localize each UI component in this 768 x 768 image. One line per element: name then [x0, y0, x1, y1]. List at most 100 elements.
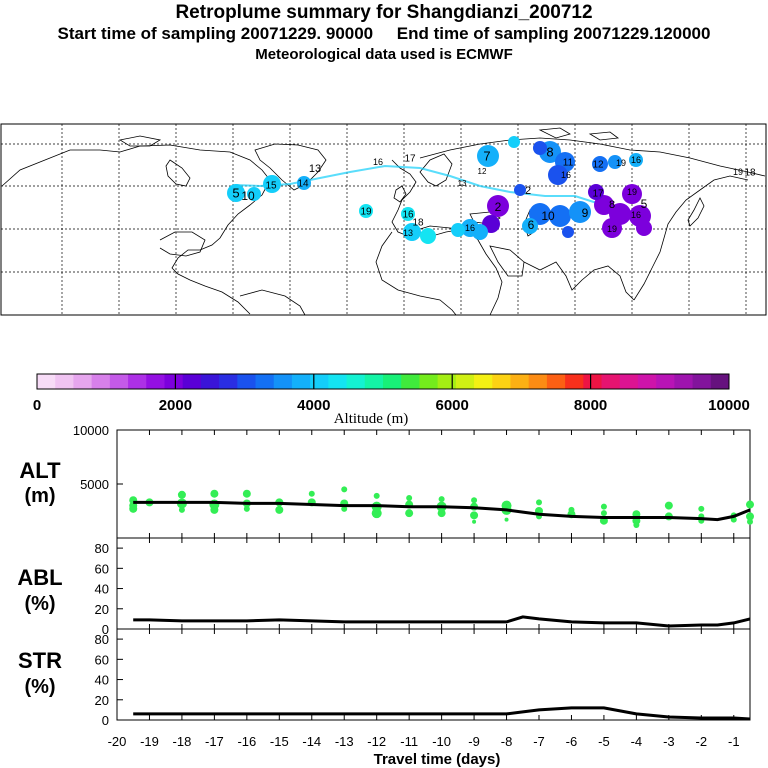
japan — [687, 197, 705, 227]
x-tick-label: -5 — [598, 734, 610, 749]
plume-trace-line — [234, 164, 616, 211]
colorbar-swatch — [383, 374, 402, 389]
plume-blob — [477, 145, 499, 167]
abl-y-tick-label: 20 — [95, 602, 109, 617]
alt-plume-dot — [341, 486, 348, 493]
chart-title: Retroplume summary for Shangdianzi_20071… — [175, 2, 593, 23]
colorbar-swatch — [565, 374, 584, 389]
x-tick-label: -9 — [468, 734, 480, 749]
colorbar-swatch — [255, 374, 275, 389]
colorbar-swatch — [528, 374, 548, 389]
met-data-line: Meteorological data used is ECMWF — [255, 46, 513, 63]
north-america-coast — [1, 144, 271, 315]
colorbar-swatch — [674, 374, 694, 389]
str-y-tick-label: 60 — [95, 652, 109, 667]
alt-plume-dot — [536, 499, 542, 506]
plume-points — [227, 136, 652, 244]
x-tick-label: -8 — [501, 734, 513, 749]
alt-plume-dot — [600, 510, 607, 517]
colorbar-swatch — [455, 374, 475, 389]
abl-y-tick-label: 0 — [102, 622, 109, 637]
colorbar-swatch — [291, 374, 311, 389]
alt-plume-dot — [373, 492, 380, 499]
abl-panel-unit: (%) — [24, 593, 55, 615]
x-tick-label: -15 — [270, 734, 289, 749]
colorbar-swatch — [656, 374, 675, 389]
plume-blob — [420, 228, 436, 244]
x-tick-label: -7 — [533, 734, 545, 749]
sampling-time-line: Start time of sampling 20071229. 90000 E… — [57, 24, 711, 43]
alt-panel: 5000 10000 — [73, 423, 754, 539]
plume-blob — [588, 184, 604, 200]
plume-blob — [451, 223, 465, 237]
colorbar-tick-label: 8000 — [574, 397, 607, 414]
abl-y-tick-label: 80 — [95, 541, 109, 556]
abl-panel: 0 20 40 60 80 — [95, 537, 751, 637]
colorbar-swatch — [128, 374, 147, 389]
alt-plume-dot — [568, 506, 575, 513]
british-isles — [393, 185, 407, 203]
alt-y-tick-label: 5000 — [80, 477, 109, 492]
colorbar-swatch — [601, 374, 621, 389]
asia-north-coast — [419, 137, 766, 177]
plume-day-label: 16 — [631, 155, 641, 165]
x-axis-tick-labels: -20 -19 -18 -17 -16 -15 -14 -13 -12 -11 -10 -9 -8 -7 -… — [108, 734, 740, 749]
plume-blob — [592, 156, 608, 172]
colorbar-swatch — [619, 374, 639, 389]
plume-day-label: 19 — [627, 187, 637, 197]
alt-y-tick-label: 10000 — [73, 423, 109, 438]
colorbar-swatch — [182, 374, 202, 389]
greenland — [254, 143, 327, 191]
plume-day-label: 13 — [403, 228, 413, 238]
map-frame — [0, 123, 767, 316]
abl-y-tick-label: 60 — [95, 561, 109, 576]
plume-day-label: 17 — [592, 189, 604, 200]
alt-plume-dot — [243, 505, 250, 512]
x-tick-label: -17 — [205, 734, 224, 749]
colorbar-swatch — [346, 374, 366, 389]
colorbar-swatch — [91, 374, 111, 389]
alt-plume-dot — [242, 489, 251, 498]
str-y-tick-label: 80 — [95, 632, 109, 647]
plume-day-label: 5 — [232, 186, 239, 201]
alt-plume-dot — [178, 506, 185, 513]
plume-blob — [487, 195, 509, 217]
alt-plume-dot — [437, 509, 446, 518]
plume-day-label: 5 — [641, 197, 648, 211]
plume-blob — [594, 195, 614, 215]
plume-blob — [548, 165, 568, 185]
colorbar-swatch — [73, 374, 93, 389]
str-panel: 0 20 40 60 80 — [95, 628, 751, 728]
plume-blob — [403, 223, 421, 241]
abl-panel-frame — [116, 537, 751, 630]
plume-day-label: 15 — [265, 181, 277, 192]
str-y-tick-label: 0 — [102, 713, 109, 728]
x-tick-label: -11 — [400, 734, 418, 749]
colorbar-swatch — [200, 374, 220, 389]
plume-blob — [562, 226, 574, 238]
gulf-of-mexico — [159, 231, 206, 257]
colorbar: 0 2000 4000 6000 8000 10000 Altitude (m) — [33, 373, 750, 427]
alt-plume-dot — [210, 505, 219, 514]
x-tick-label: -2 — [696, 734, 708, 749]
str-y-tick-label: 40 — [95, 673, 109, 688]
alt-panel-frame — [116, 429, 751, 539]
plume-blob — [549, 205, 571, 227]
alt-series-line — [133, 500, 751, 522]
plume-day-label: 16 — [561, 170, 571, 180]
x-tick-label: -12 — [367, 734, 386, 749]
plume-day-label: 12 — [478, 167, 487, 176]
str-panel-label: STR — [18, 648, 62, 673]
plume-day-label: 12 — [592, 160, 604, 171]
colorbar-swatch — [546, 374, 566, 389]
alt-panel-label: ALT — [19, 458, 61, 483]
alt-plume-dot — [747, 518, 753, 525]
colorbar-swatch — [510, 374, 530, 389]
colorbar-swatch — [55, 374, 74, 389]
colorbar-swatch — [164, 374, 184, 389]
colorbar-swatch — [273, 374, 293, 389]
colorbar-swatch — [419, 374, 439, 389]
colorbar-swatch — [37, 374, 56, 389]
plume-blob — [227, 184, 245, 202]
